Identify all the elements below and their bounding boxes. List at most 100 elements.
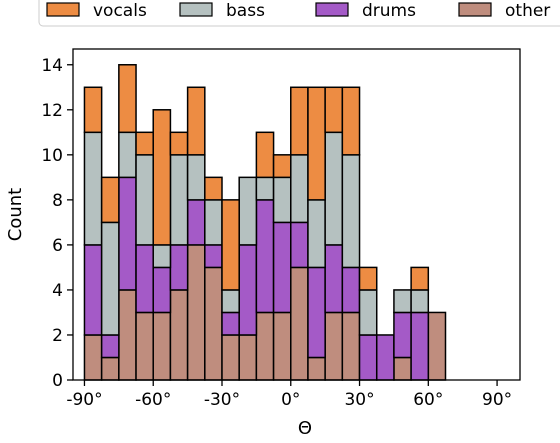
bar-drums-0: [83, 244, 103, 336]
bar-other-10: [255, 311, 275, 381]
bar-bass-0: [83, 131, 103, 246]
bar-other-9: [238, 334, 258, 381]
y-tick-label: 8: [52, 191, 63, 211]
bar-vocals-2: [118, 64, 137, 134]
y-axis-label: Count: [5, 188, 26, 241]
bar-bass-1: [100, 221, 120, 336]
y-tick-label: 4: [52, 281, 63, 301]
legend-frame: [38, 0, 560, 27]
bar-bass-15: [341, 154, 361, 269]
bar-other-0: [83, 334, 103, 381]
bar-other-8: [221, 334, 240, 381]
bar-drums-17: [375, 334, 395, 381]
bar-other-13: [307, 356, 326, 381]
legend-label-vocals: vocals: [93, 1, 147, 21]
bar-drums-11: [272, 221, 292, 314]
bar-drums-7: [204, 244, 223, 269]
y-tick-label: 6: [52, 236, 63, 256]
bar-drums-16: [358, 334, 378, 381]
bar-drums-6: [186, 199, 206, 246]
bar-vocals-15: [341, 86, 361, 156]
y-tick-label: 0: [52, 371, 63, 391]
x-tick-label: 60°: [413, 390, 443, 410]
bar-drums-3: [135, 244, 154, 314]
bar-drums-1: [100, 334, 120, 359]
bar-drums-15: [341, 266, 361, 314]
x-axis: -90° -60° -30° 0° 30° 60° 90°: [66, 380, 512, 410]
bar-drums-19: [410, 311, 430, 381]
bar-drums-12: [290, 221, 309, 269]
bar-vocals-0: [83, 86, 103, 134]
bar-other-6: [186, 244, 206, 381]
bar-bass-5: [169, 154, 189, 246]
bar-other-3: [135, 311, 154, 381]
legend-swatch-bass: [179, 2, 213, 17]
bar-drums-5: [169, 244, 189, 291]
bar-bass-8: [221, 289, 240, 314]
y-tick-label: 12: [41, 101, 63, 121]
bar-vocals-11: [272, 154, 292, 179]
bar-other-12: [290, 266, 309, 381]
bar-drums-18: [393, 311, 412, 359]
y-tick-label: 10: [41, 146, 63, 166]
bar-bass-19: [410, 289, 430, 314]
bar-vocals-5: [169, 131, 189, 156]
bar-vocals-7: [204, 176, 223, 201]
bar-drums-2: [118, 176, 137, 291]
bar-other-4: [152, 311, 172, 381]
bar-drums-9: [238, 244, 258, 336]
legend-swatch-other: [458, 2, 492, 17]
bar-drums-8: [221, 311, 240, 336]
legend-label-drums: drums: [362, 1, 416, 21]
legend-swatch-vocals: [46, 2, 80, 17]
bar-drums-4: [152, 266, 172, 314]
bar-vocals-8: [221, 199, 240, 291]
legend: vocals bass drums other: [38, 0, 560, 27]
legend-swatch-drums: [315, 2, 349, 17]
bar-bass-16: [358, 289, 378, 336]
bar-vocals-4: [152, 109, 172, 246]
bar-bass-14: [324, 131, 344, 246]
y-tick-label: 14: [41, 56, 63, 76]
bar-bass-3: [135, 154, 154, 246]
bar-bass-12: [290, 154, 309, 224]
bar-vocals-12: [290, 86, 309, 156]
x-tick-label: 30°: [344, 390, 374, 410]
bar-bass-9: [238, 176, 258, 246]
bar-other-5: [169, 289, 189, 381]
bar-bass-18: [393, 289, 412, 314]
x-axis-label: Θ: [298, 418, 312, 439]
bar-vocals-1: [100, 176, 120, 224]
plot-frame: [72, 48, 521, 381]
x-tick-label: -60°: [135, 390, 171, 410]
bar-drums-13: [307, 266, 326, 359]
bar-bass-4: [152, 244, 172, 269]
x-tick-label: -90°: [66, 390, 102, 410]
bar-other-15: [341, 311, 361, 381]
bar-other-11: [272, 311, 292, 381]
bar-bass-11: [272, 176, 292, 224]
bar-other-7: [204, 266, 223, 381]
bar-bass-6: [186, 154, 206, 201]
bar-drums-14: [324, 244, 344, 314]
legend-label-other: other: [505, 1, 550, 21]
y-axis: 0 2 4 6 8 10 12 14: [41, 56, 73, 391]
bar-vocals-13: [307, 86, 326, 201]
bar-bass-7: [204, 199, 223, 246]
x-tick-label: 0°: [281, 390, 300, 410]
x-tick-label: 90°: [482, 390, 512, 410]
bar-vocals-14: [324, 86, 344, 134]
bar-other-14: [324, 311, 344, 381]
legend-label-bass: bass: [226, 1, 265, 21]
bar-bass-10: [255, 176, 275, 201]
bar-vocals-16: [358, 266, 378, 291]
bar-bass-13: [307, 199, 326, 269]
bar-vocals-19: [410, 266, 430, 291]
bar-other-20: [427, 311, 447, 381]
bar-vocals-3: [135, 131, 154, 156]
bar-vocals-10: [255, 131, 275, 179]
bar-other-2: [118, 289, 137, 381]
bar-bass-2: [118, 131, 137, 179]
bar-vocals-6: [186, 86, 206, 156]
